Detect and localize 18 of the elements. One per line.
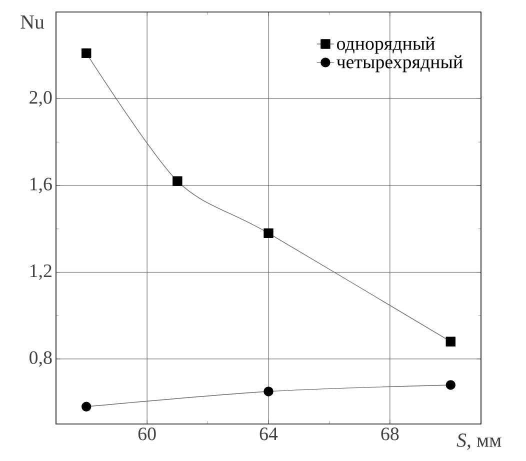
y-tick-label: 2,0 xyxy=(30,90,52,106)
legend-label: однорядный xyxy=(337,36,435,54)
point xyxy=(446,336,456,346)
point xyxy=(264,386,274,396)
x-axis-title: S, мм xyxy=(456,434,502,450)
x-tick-label: 64 xyxy=(260,428,278,440)
y-tick-label: 1,6 xyxy=(30,178,52,194)
x-tick-label: 60 xyxy=(138,428,156,440)
legend-label: четырехрядный xyxy=(336,55,463,72)
point xyxy=(82,48,92,58)
y-tick-label: 1,2 xyxy=(30,264,52,280)
y-axis-title: Nu xyxy=(20,16,44,29)
point xyxy=(172,176,182,186)
y-tick-label: 0,8 xyxy=(30,351,52,367)
point xyxy=(82,402,92,412)
point xyxy=(264,228,274,238)
x-tick-label: 68 xyxy=(381,428,399,440)
point xyxy=(446,380,456,390)
